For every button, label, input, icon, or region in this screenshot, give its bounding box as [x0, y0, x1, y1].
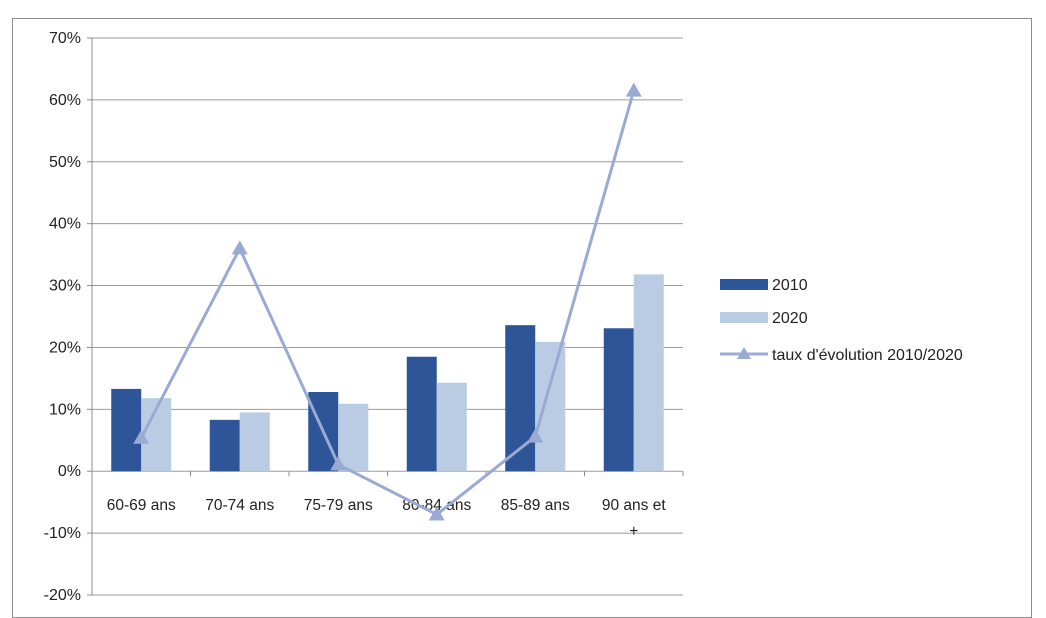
bar-2020	[535, 341, 566, 472]
y-tick-label: 60%	[49, 92, 81, 109]
y-tick-label: 30%	[49, 278, 81, 295]
bar-2010	[209, 419, 240, 472]
bar-2020	[633, 274, 664, 472]
legend-2020-swatch	[720, 312, 768, 323]
legend-taux-label: taux d'évolution 2010/2020	[772, 347, 963, 364]
y-tick-label: 10%	[49, 401, 81, 418]
triangle-marker	[133, 429, 150, 444]
triangle-marker	[428, 506, 445, 521]
y-tick-label: -10%	[44, 525, 81, 542]
bar-2020	[338, 403, 369, 472]
triangle-marker	[330, 456, 347, 471]
legend-2010-swatch	[720, 279, 768, 290]
bar-2020	[239, 412, 270, 472]
legend-2010-label: 2010	[772, 277, 808, 294]
bar-2010	[111, 388, 142, 472]
y-tick-label: 20%	[49, 339, 81, 356]
y-tick-label: -20%	[44, 587, 81, 604]
bar-2010	[406, 356, 437, 472]
y-tick-label: 50%	[49, 154, 81, 171]
x-category-label: 70-74 ans	[205, 497, 274, 514]
bar-2020	[436, 382, 467, 472]
legend-2020-label: 2020	[772, 310, 808, 327]
triangle-marker	[625, 82, 642, 97]
y-tick-label: 0%	[58, 463, 81, 480]
triangle-marker	[527, 428, 544, 443]
y-tick-label: 40%	[49, 216, 81, 233]
x-category-label: 75-79 ans	[304, 497, 373, 514]
x-category-label: 60-69 ans	[107, 497, 176, 514]
x-category-label: 85-89 ans	[501, 497, 570, 514]
line-taux-evolution	[139, 90, 636, 517]
x-category-label: 90 ans et +	[602, 497, 666, 540]
y-tick-label: 70%	[49, 30, 81, 47]
legend-taux-marker	[737, 347, 751, 359]
bar-2010	[603, 328, 634, 472]
chart-frame	[12, 18, 1032, 618]
triangle-marker	[231, 240, 248, 255]
